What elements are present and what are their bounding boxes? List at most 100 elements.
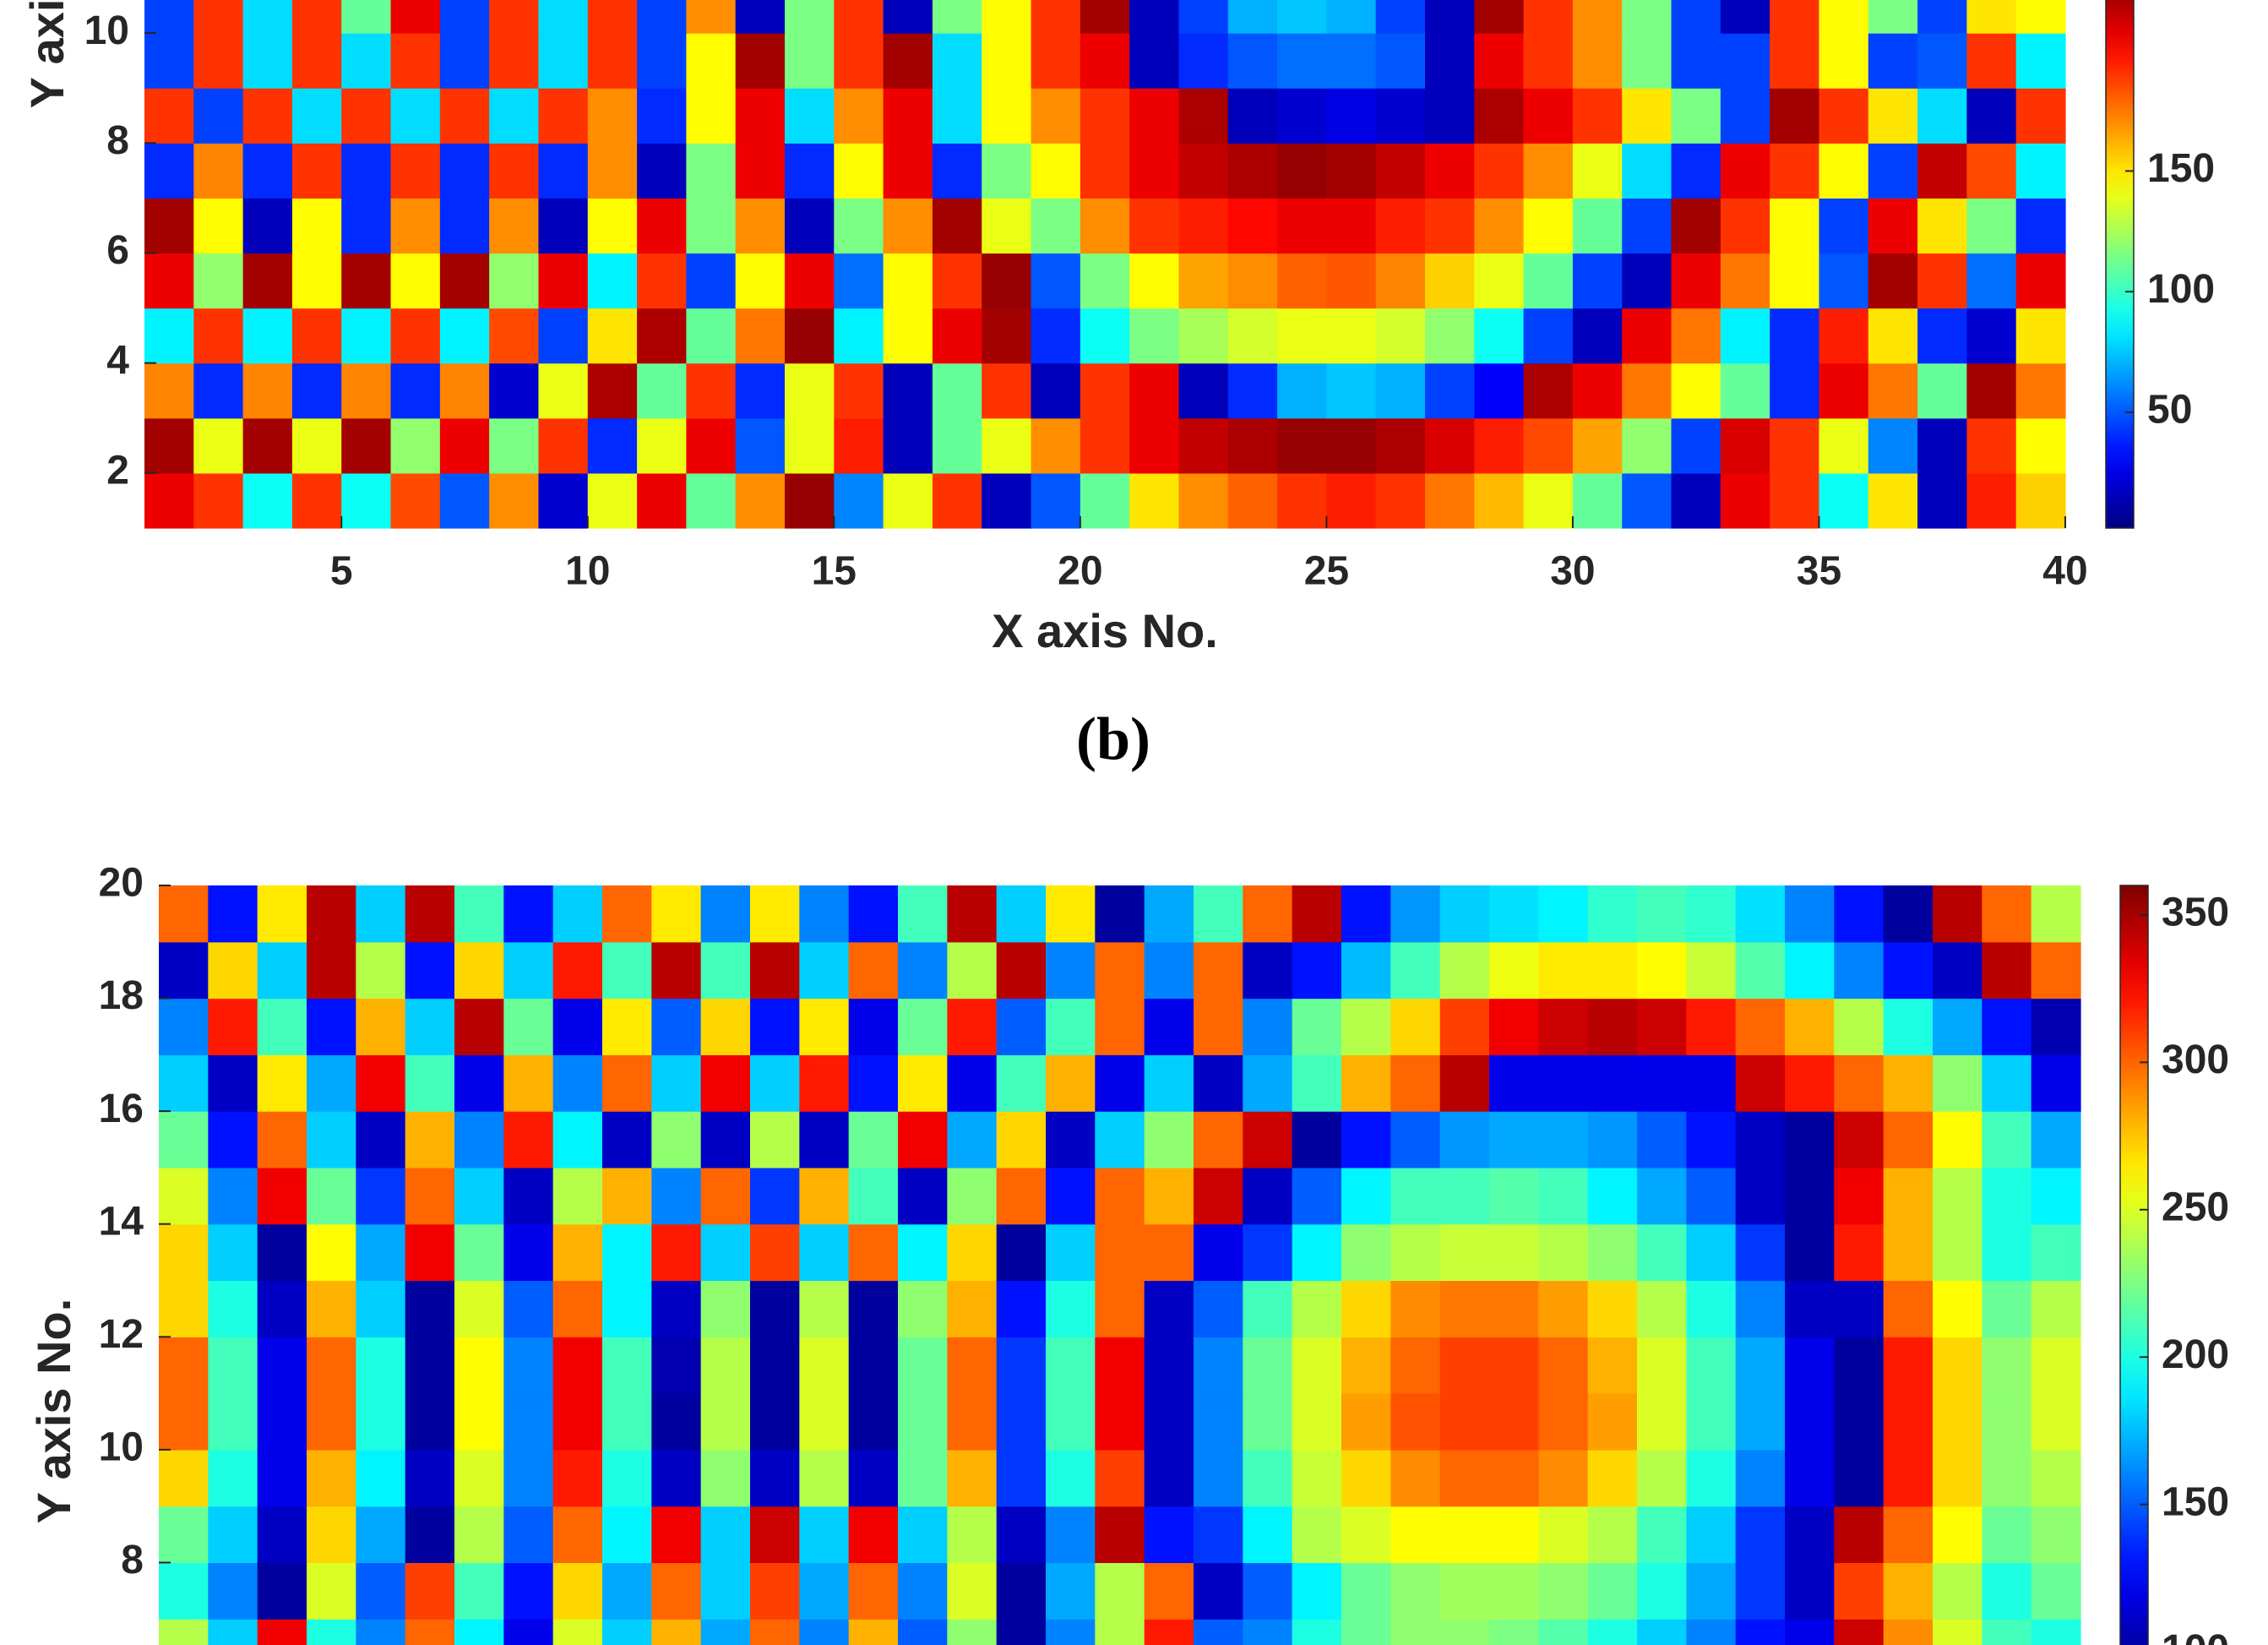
heatmap-cell [1439, 1111, 1490, 1168]
heatmap-cell [883, 472, 933, 529]
heatmap-cell [1637, 1280, 1687, 1337]
heatmap-cell [1834, 1619, 1885, 1645]
heatmap-cell [1917, 143, 1967, 199]
heatmap-cell [552, 1449, 603, 1507]
heatmap-cell [1341, 998, 1391, 1055]
heatmap-cell [996, 1562, 1047, 1620]
x-tick-label: 20 [1058, 549, 1102, 594]
heatmap-cell [439, 308, 490, 364]
heatmap-cell [637, 417, 687, 474]
y-tick-label: 8 [106, 118, 129, 163]
heatmap-cell [291, 417, 342, 474]
heatmap-cell [1671, 0, 1721, 34]
heatmap-cell [405, 1223, 455, 1282]
heatmap-cell [1227, 143, 1278, 199]
heatmap-cell [552, 1506, 603, 1564]
heatmap-cell [700, 1223, 751, 1282]
heatmap-cell [1292, 1449, 1342, 1507]
heatmap-cell [651, 1337, 702, 1394]
heatmap-cell [1982, 1562, 2032, 1620]
heatmap-cell [1735, 1337, 1786, 1394]
heatmap-cell [1080, 472, 1130, 529]
heatmap-cell [1144, 1337, 1194, 1394]
heatmap-cell [1439, 1393, 1490, 1451]
heatmap-cell [1489, 1506, 1539, 1564]
heatmap-cell [1883, 1562, 1934, 1620]
heatmap-cell [503, 1054, 554, 1112]
heatmap-cell [1883, 885, 1934, 943]
y-axis-label: Y axis No. [20, 0, 73, 108]
heatmap-cell [898, 1167, 948, 1225]
heatmap-cell [208, 1393, 258, 1451]
heatmap-cell [883, 253, 933, 309]
heatmap-cell [1178, 253, 1229, 309]
heatmap-cell [503, 885, 554, 943]
heatmap-cell [1243, 1506, 1293, 1564]
heatmap-cell [651, 1054, 702, 1112]
heatmap-cell [307, 1562, 356, 1620]
heatmap-cell [1868, 362, 1918, 419]
heatmap-cell [503, 941, 554, 1000]
heatmap-cell [242, 308, 293, 364]
heatmap-cell [848, 1562, 899, 1620]
heatmap-cell [785, 308, 835, 364]
heatmap-cell [686, 198, 737, 254]
heatmap-cell [1917, 308, 1967, 364]
heatmap-cell [799, 1111, 850, 1168]
heatmap-cell [1982, 1167, 2032, 1225]
heatmap-cell [799, 998, 850, 1055]
heatmap-cell [552, 1054, 603, 1112]
heatmap-cell [1538, 1449, 1589, 1507]
heatmap-cell [1326, 33, 1377, 89]
heatmap-cell [982, 0, 1032, 34]
heatmap-cell [785, 33, 835, 89]
heatmap-cell [1292, 941, 1342, 1000]
heatmap-cell [2015, 472, 2066, 529]
heatmap-cell [799, 1393, 850, 1451]
heatmap-cell [1425, 0, 1475, 34]
heatmap-cell [390, 198, 441, 254]
heatmap-cell [1129, 33, 1180, 89]
heatmap-cell [898, 1619, 948, 1645]
heatmap-cell [1095, 1337, 1145, 1394]
heatmap-cell [439, 417, 490, 474]
heatmap-cell [1474, 143, 1525, 199]
heatmap-cell [735, 143, 786, 199]
heatmap-cell [1587, 1393, 1638, 1451]
heatmap-cell [1292, 1619, 1342, 1645]
heatmap-cell [454, 1506, 504, 1564]
heatmap-cell [1178, 308, 1229, 364]
heatmap-cell [552, 885, 603, 943]
heatmap-cell [1735, 1449, 1786, 1507]
heatmap-cell [848, 1280, 899, 1337]
heatmap-cell [1819, 472, 1869, 529]
heatmap-cell [1538, 1393, 1589, 1451]
heatmap-cell [1031, 0, 1081, 34]
heatmap-cell [1917, 472, 1967, 529]
heatmap-cell [1031, 143, 1081, 199]
colorbar-tick-label: 100 [2162, 1627, 2229, 1645]
heatmap-cell [1046, 1619, 1096, 1645]
heatmap-cell [1277, 472, 1327, 529]
heatmap-cell [700, 1054, 751, 1112]
heatmap-cell [1686, 941, 1737, 1000]
heatmap-cell [735, 417, 786, 474]
heatmap-cell [390, 88, 441, 144]
heatmap-cell [1523, 472, 1574, 529]
heatmap-cell [947, 1111, 998, 1168]
heatmap-cell [242, 0, 293, 34]
heatmap-cell [1326, 198, 1377, 254]
heatmap-cell [193, 88, 244, 144]
heatmap-cell [1474, 308, 1525, 364]
heatmap-cell [996, 1054, 1047, 1112]
heatmap-cell [883, 308, 933, 364]
heatmap-cell [1785, 941, 1835, 1000]
heatmap-cell [1144, 998, 1194, 1055]
heatmap-cell [1489, 941, 1539, 1000]
heatmap-cell [2015, 198, 2066, 254]
heatmap-cell [1326, 88, 1377, 144]
heatmap-cell [390, 0, 441, 34]
heatmap-cell [1341, 1280, 1391, 1337]
heatmap-cell [1966, 198, 2017, 254]
heatmap-cell [1080, 362, 1130, 419]
